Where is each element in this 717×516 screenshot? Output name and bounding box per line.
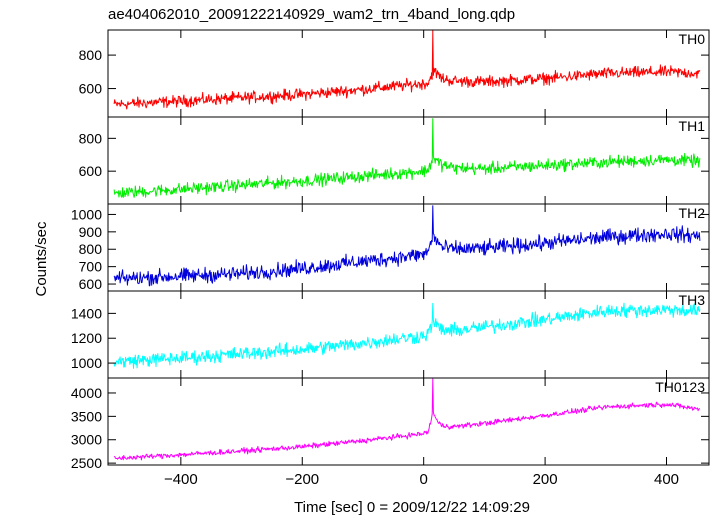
- panel-frame: [107, 377, 710, 466]
- y-tick-label: 3000: [71, 432, 102, 448]
- y-tick-label: 600: [79, 163, 103, 179]
- x-tick-label: 200: [533, 471, 558, 488]
- y-tick-label: 1200: [71, 330, 102, 346]
- panel-th3: 1000 1200 1400 TH3: [71, 290, 710, 379]
- series-line-th1: [113, 118, 701, 198]
- y-tick-label: 2500: [71, 455, 102, 471]
- y-tick-label: 4000: [71, 385, 102, 401]
- y-tick-label: 700: [79, 259, 103, 275]
- panel-label: TH0: [679, 31, 706, 47]
- y-tick-label: 800: [79, 47, 103, 63]
- panel-frame: [107, 203, 710, 292]
- y-tick-label: 3500: [71, 408, 102, 424]
- panel-label: TH0123: [655, 379, 705, 395]
- y-axis-label: Counts/sec: [33, 221, 50, 297]
- y-tick-label: 1400: [71, 305, 102, 321]
- panel-th0123: 2500 3000 3500 4000 TH0123: [71, 377, 710, 471]
- y-tick-label: 1000: [71, 355, 102, 371]
- x-tick-label: 0: [420, 471, 428, 488]
- x-axis-label: Time [sec] 0 = 2009/12/22 14:09:29: [294, 499, 530, 516]
- y-tick-label: 900: [79, 224, 103, 240]
- panel-th1: 600 800 TH1: [79, 116, 710, 205]
- series-line-th3: [113, 302, 701, 369]
- panel-label: TH3: [679, 292, 706, 308]
- series-line-th0123: [113, 378, 700, 461]
- panel-th0: 600 800 TH0: [79, 29, 710, 118]
- x-tick-label: −200: [285, 471, 319, 488]
- series-line-th2: [113, 205, 701, 287]
- x-tick-label: −400: [164, 471, 198, 488]
- y-tick-label: 600: [79, 81, 103, 97]
- y-tick-label: 1000: [71, 206, 102, 222]
- panel-label: TH1: [679, 118, 706, 134]
- y-tick-label: 800: [79, 130, 103, 146]
- panel-label: TH2: [679, 205, 706, 221]
- x-tick-label: 400: [654, 471, 679, 488]
- y-tick-label: 800: [79, 241, 103, 257]
- chart-title: ae404062010_20091222140929_wam2_trn_4ban…: [108, 6, 515, 23]
- panel-frame: [107, 29, 710, 118]
- y-tick-label: 600: [79, 276, 103, 292]
- series-line-th0: [113, 30, 701, 110]
